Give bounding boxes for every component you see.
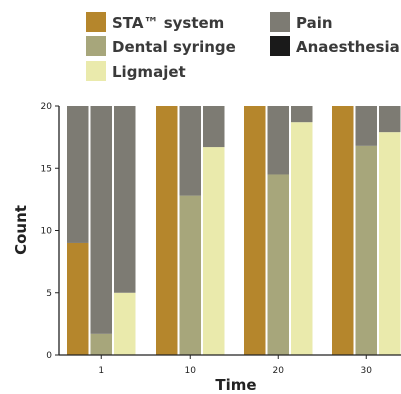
x-tick-label: 1 [98,366,104,376]
legend-swatch [270,36,290,56]
y-axis: 0 5 10 15 20 [41,102,60,361]
bar-segment-pain [67,106,89,243]
legend-label: Pain [296,14,333,32]
y-tick-label: 10 [41,227,53,237]
bar-segment-anaesthesia [355,145,377,355]
legend-label: STA™ system [112,14,224,32]
bar-segment-anaesthesia [203,147,225,355]
y-tick-label: 15 [41,164,52,174]
bar-segment-anaesthesia [267,174,289,355]
legend-swatch [86,12,106,32]
bar-segment-pain [90,106,112,334]
legend: STA™ system Pain Dental syringe Anaesthesia… [86,12,400,81]
legend-label: Ligmajet [112,63,186,81]
bar-segment-anaesthesia [291,122,313,355]
bars [67,106,401,355]
bar-segment-pain [179,106,201,196]
bar-segment-pain [355,106,377,146]
bar-segment-anaesthesia [379,132,401,355]
bar-segment-anaesthesia [114,292,136,355]
bar-segment-anaesthesia [156,106,178,355]
bar-segment-pain [291,106,313,123]
legend-label: Dental syringe [112,38,236,56]
bar-segment-anaesthesia [244,106,266,355]
legend-label: Anaesthesia [296,38,400,56]
x-tick-label: 30 [361,366,373,376]
y-tick-label: 0 [46,351,52,361]
bar-segment-pain [379,106,401,133]
y-tick-label: 20 [41,102,53,112]
bar-segment-anaesthesia [67,242,89,355]
bar-segment-pain [114,106,136,293]
legend-swatch [86,61,106,81]
y-axis-title: Count [12,205,30,255]
bar-segment-pain [203,106,225,148]
legend-swatch [86,36,106,56]
y-tick-label: 5 [46,289,52,299]
x-axis-title: Time [215,376,256,394]
bar-segment-anaesthesia [90,333,112,355]
bar-segment-anaesthesia [332,106,354,355]
x-tick-label: 10 [185,366,197,376]
x-tick-label: 20 [273,366,285,376]
legend-swatch [270,12,290,32]
bar-segment-anaesthesia [179,195,201,355]
bar-segment-pain [267,106,289,175]
x-axis: 1 10 20 30 [59,354,401,376]
